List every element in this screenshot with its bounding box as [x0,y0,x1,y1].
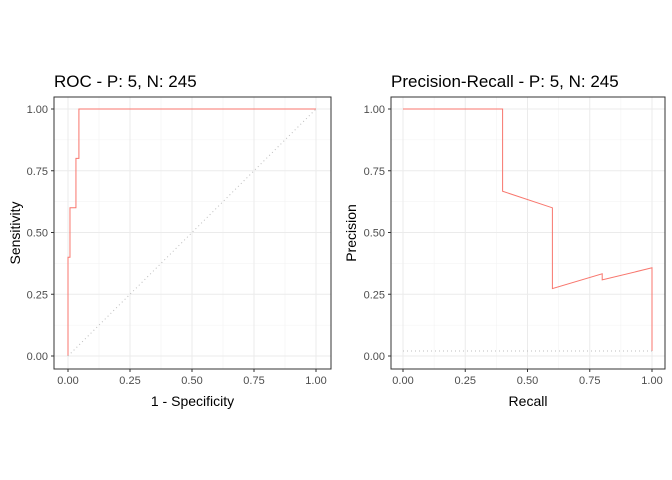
pr-title: Precision-Recall - P: 5, N: 245 [391,72,619,91]
pr-x-tick-label: 0.00 [392,375,413,387]
roc-y-tick-label: 1.00 [27,104,48,116]
pr-grid [391,97,665,369]
roc-panel: ROC - P: 5, N: 245 0.000.250.500.751.00 … [7,72,332,409]
pr-y-tick-label: 1.00 [364,104,385,116]
roc-y-ticks: 0.00 0.25 0.50 0.75 1.00 [27,104,54,363]
roc-y-tick-label: 0.25 [27,289,48,301]
roc-y-tick-label: 0.75 [27,166,48,178]
pr-x-ticks: 0.00 0.25 0.50 0.75 1.00 [392,369,663,387]
roc-x-tick-label: 0.75 [243,375,264,387]
pr-y-tick-label: 0.25 [364,289,385,301]
roc-y-tick-label: 0.00 [27,351,48,363]
roc-x-tick-label: 0.25 [119,375,140,387]
pr-x-axis-title: Recall [509,393,548,409]
pr-panel: Precision-Recall - P: 5, N: 245 0.00 0.25… [343,72,666,409]
roc-curve-line [67,108,316,356]
roc-x-tick-label: 0.50 [181,375,202,387]
pr-y-tick-label: 0.75 [364,166,385,178]
roc-y-axis-title: Sensitivity [7,201,23,264]
roc-x-axis-title: 1 - Specificity [151,393,234,409]
roc-x-ticks: 0.00 0.25 0.50 0.75 1.00 [57,369,327,387]
roc-title: ROC - P: 5, N: 245 [54,72,197,91]
pr-x-tick-label: 0.25 [455,375,476,387]
roc-series [67,108,317,357]
roc-x-tick-label: 1.00 [305,375,326,387]
pr-series [403,108,653,352]
roc-y-tick-label: 0.50 [27,228,48,240]
roc-grid [54,97,331,369]
pr-x-tick-label: 0.75 [579,375,600,387]
roc-x-tick-label: 0.00 [57,375,78,387]
pr-x-tick-label: 0.50 [517,375,538,387]
pr-y-tick-label: 0.00 [364,351,385,363]
pr-curve-line [403,108,653,352]
pr-y-tick-label: 0.50 [364,228,385,240]
pr-y-ticks: 0.00 0.25 0.50 0.75 1.00 [364,104,391,363]
pr-y-axis-title: Precision [343,204,359,262]
pr-x-tick-label: 1.00 [641,375,662,387]
